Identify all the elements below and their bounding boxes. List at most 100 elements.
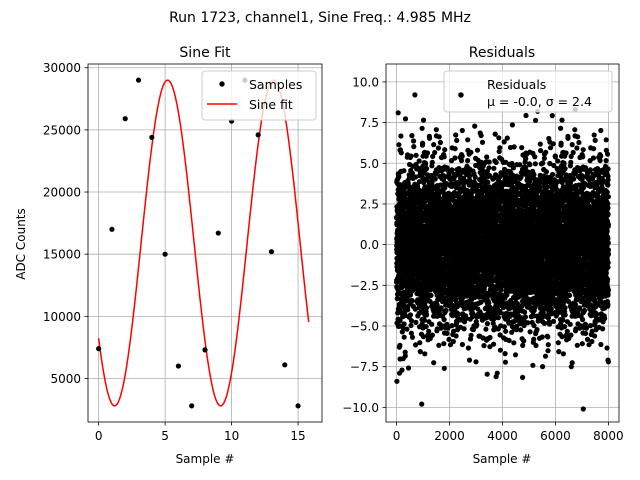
residual-point bbox=[459, 153, 465, 159]
residual-point bbox=[465, 137, 471, 143]
residual-point bbox=[397, 342, 403, 348]
sine-fit-x-tick-label: 5 bbox=[161, 429, 169, 443]
residual-point bbox=[484, 371, 490, 377]
residual-point bbox=[512, 352, 519, 358]
residual-point bbox=[486, 165, 492, 171]
residual-point bbox=[440, 173, 446, 179]
residual-point bbox=[465, 158, 471, 164]
residual-point bbox=[493, 159, 499, 165]
residual-point bbox=[432, 176, 438, 182]
residual-point bbox=[413, 342, 419, 348]
residual-point bbox=[445, 325, 451, 331]
residual-point bbox=[511, 340, 517, 346]
residuals-points bbox=[394, 92, 612, 412]
sine-fit-x-tick-label: 15 bbox=[290, 429, 305, 443]
sine-fit-series bbox=[97, 79, 310, 407]
residual-point bbox=[511, 144, 517, 150]
residual-point bbox=[402, 353, 408, 359]
residual-point bbox=[423, 324, 429, 330]
residuals-title: Residuals bbox=[469, 45, 535, 61]
sample-point bbox=[215, 230, 221, 236]
residual-point bbox=[472, 123, 478, 129]
residual-point bbox=[456, 166, 462, 172]
residual-point bbox=[455, 311, 461, 317]
legend-sine-fit-label: Sine fit bbox=[249, 97, 293, 112]
residual-point bbox=[517, 162, 523, 168]
residual-point bbox=[449, 323, 455, 329]
residual-point bbox=[401, 321, 407, 327]
residual-point bbox=[453, 333, 459, 339]
sample-point bbox=[295, 403, 301, 409]
residual-point bbox=[396, 142, 402, 148]
residual-point bbox=[416, 158, 422, 164]
residual-point bbox=[397, 318, 403, 324]
residual-point bbox=[454, 320, 460, 326]
residual-point bbox=[520, 342, 526, 348]
sine-fit-y-tick-label: 20000 bbox=[43, 186, 81, 200]
sine-fit-title: Sine Fit bbox=[179, 45, 231, 61]
residual-point bbox=[442, 147, 448, 153]
sine-fit-frame bbox=[87, 63, 323, 423]
sample-point bbox=[175, 363, 182, 369]
residual-point bbox=[408, 153, 414, 159]
residual-point bbox=[436, 342, 442, 348]
residual-point bbox=[449, 167, 455, 173]
residual-point bbox=[518, 327, 524, 333]
residual-point bbox=[436, 134, 442, 140]
residual-point bbox=[408, 322, 414, 329]
residual-point bbox=[434, 302, 440, 308]
sample-point bbox=[135, 77, 142, 83]
residual-point bbox=[431, 360, 437, 366]
residual-point bbox=[435, 145, 441, 151]
residual-point bbox=[417, 340, 423, 346]
residual-point bbox=[419, 321, 425, 327]
residual-point bbox=[431, 142, 437, 148]
residual-point bbox=[506, 337, 512, 344]
residual-point bbox=[443, 307, 449, 314]
residual-point bbox=[413, 152, 419, 158]
residual-point bbox=[487, 334, 493, 341]
residual-point bbox=[422, 351, 428, 357]
residual-point bbox=[459, 127, 465, 134]
sine-fit-x-tick-label: 10 bbox=[224, 429, 239, 443]
sine-fit-legend: Samples Sine fit bbox=[201, 70, 317, 121]
residual-point bbox=[424, 150, 431, 156]
residual-point bbox=[479, 139, 486, 145]
residuals-axes: Residuals Sample # 0 2000 4000 6000 8000−10.… bbox=[342, 45, 623, 466]
residual-point bbox=[408, 330, 414, 336]
residual-point bbox=[474, 147, 481, 153]
residual-point bbox=[441, 317, 447, 323]
residual-point bbox=[424, 305, 430, 311]
residual-point bbox=[468, 332, 474, 338]
residual-point bbox=[441, 154, 447, 160]
residual-point bbox=[491, 341, 497, 347]
sample-point bbox=[282, 362, 288, 368]
residual-point bbox=[484, 321, 490, 327]
residual-point bbox=[446, 336, 452, 342]
residual-point bbox=[404, 326, 410, 332]
residual-point bbox=[502, 359, 508, 365]
residual-point bbox=[486, 300, 492, 306]
residual-point bbox=[466, 357, 473, 363]
residual-point bbox=[409, 298, 415, 304]
sample-point bbox=[268, 249, 275, 255]
residual-point bbox=[453, 172, 459, 178]
sine-fit-y-tick-label: 25000 bbox=[43, 123, 81, 137]
residual-point bbox=[521, 338, 527, 344]
residual-point bbox=[481, 343, 487, 349]
residual-point bbox=[396, 174, 402, 180]
figure-title: Run 1723, channel1, Sine Freq.: 4.985 MH… bbox=[169, 10, 471, 26]
sine-fit-y-axis-label: ADC Counts bbox=[14, 208, 28, 280]
residual-point bbox=[424, 312, 430, 318]
sine-fit-y-tick-label: 30000 bbox=[43, 61, 81, 75]
sine-fit-axes: Sine Fit Sample # ADC Counts 0 5 10 1550001… bbox=[14, 45, 323, 466]
sine-fit-x-axis-label: Sample # bbox=[176, 452, 235, 466]
residual-point bbox=[438, 305, 444, 311]
sine-fit-x-tick-label: 0 bbox=[95, 429, 103, 443]
sine-fit-y-tick-label: 5000 bbox=[50, 372, 81, 386]
residual-point bbox=[450, 338, 456, 345]
residual-point bbox=[429, 321, 435, 327]
samples-series bbox=[96, 77, 301, 409]
residual-point bbox=[486, 159, 492, 165]
